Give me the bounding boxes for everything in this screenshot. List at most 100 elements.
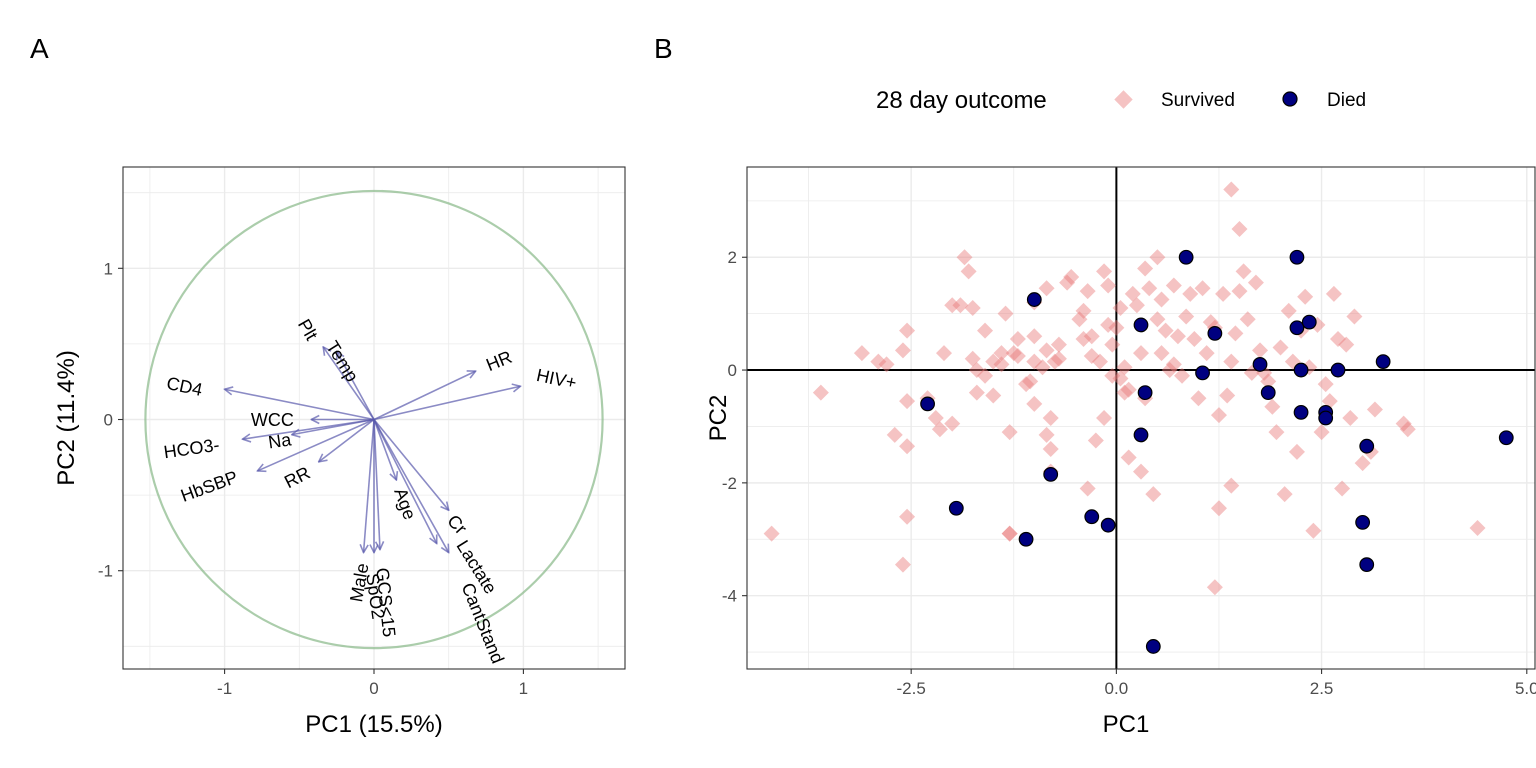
survived-point	[977, 322, 994, 339]
survived-point	[1063, 268, 1080, 285]
survived-point	[1260, 373, 1277, 390]
survived-point	[1399, 421, 1416, 438]
y-tick-label: -2	[722, 474, 737, 493]
panel-b-y-axis-title: PC2	[705, 395, 732, 442]
survived-point	[1313, 424, 1330, 441]
panel-b-background	[747, 167, 1535, 669]
survived-point	[1026, 353, 1043, 370]
died-point	[1293, 362, 1309, 378]
died-point	[1318, 410, 1334, 426]
survived-point	[1104, 367, 1121, 384]
survived-point	[960, 263, 977, 280]
survived-point	[927, 410, 944, 426]
survived-point	[1116, 359, 1133, 376]
survived-point	[1153, 345, 1170, 362]
survived-point	[1264, 398, 1281, 415]
survived-point	[899, 322, 916, 339]
survived-point	[1276, 486, 1293, 503]
legend-survived-label: Survived	[1161, 90, 1235, 111]
survived-point	[1325, 285, 1342, 302]
survived-point	[931, 421, 948, 438]
died-point	[1145, 639, 1161, 654]
survived-point	[1120, 449, 1137, 466]
survived-point	[1096, 410, 1113, 426]
died-point	[1195, 365, 1210, 381]
survived-point	[1108, 319, 1125, 336]
survived-point	[1280, 302, 1297, 319]
vector-arrow-rr	[319, 418, 375, 462]
survived-point	[1346, 308, 1363, 325]
died-point	[1178, 249, 1194, 265]
survived-point	[985, 387, 1002, 404]
survived-point	[1133, 463, 1149, 480]
survived-point	[1153, 291, 1170, 308]
legend: 28 day outcome Survived Died	[876, 87, 1366, 114]
survived-point	[1235, 263, 1252, 280]
vector-arrow-lactate	[373, 419, 449, 553]
died-point	[1498, 430, 1514, 446]
died-point	[1133, 427, 1149, 443]
survived-point	[936, 345, 952, 362]
survived-point	[894, 342, 911, 359]
survived-point	[1050, 350, 1067, 367]
survived-point	[944, 297, 961, 314]
vector-arrow-hco3-	[243, 418, 375, 440]
survived-point	[1091, 353, 1108, 370]
survived-point	[1042, 441, 1059, 458]
died-point	[1018, 531, 1034, 547]
survived-point	[894, 556, 911, 573]
x-tick-label: 0.0	[1105, 679, 1129, 698]
survived-point	[1198, 345, 1215, 362]
survived-point	[1001, 424, 1018, 441]
survived-point	[1116, 384, 1133, 401]
survived-point	[1239, 311, 1256, 328]
died-point	[1289, 320, 1305, 336]
survived-point	[1128, 297, 1145, 314]
survived-point	[1059, 274, 1076, 291]
y-tick-label: 2	[728, 248, 737, 267]
died-point	[1260, 385, 1276, 401]
survived-point	[1009, 331, 1026, 348]
survived-point	[1288, 443, 1305, 460]
survived-point	[1038, 426, 1055, 443]
survived-point	[1223, 353, 1240, 370]
survived-point	[1005, 345, 1022, 362]
survived-point	[952, 297, 969, 314]
survived-point	[1268, 424, 1285, 441]
survived-point	[1079, 480, 1096, 497]
survived-point	[1157, 322, 1174, 339]
survived-point	[1395, 415, 1412, 432]
died-point	[1100, 517, 1116, 533]
survived-point	[1210, 500, 1227, 517]
survived-point	[993, 356, 1010, 373]
survived-point	[1141, 280, 1158, 297]
vector-arrow-hiv-	[373, 386, 520, 421]
survived-point	[1050, 336, 1067, 353]
survived-point	[1305, 522, 1322, 539]
survived-point	[1161, 362, 1178, 379]
survived-point	[1330, 331, 1346, 348]
legend-survived-key	[1114, 90, 1133, 109]
survived-point	[1145, 486, 1162, 503]
died-point	[1301, 314, 1317, 330]
survived-point	[1317, 376, 1334, 393]
died-point	[948, 500, 964, 516]
vector-arrow-hbsbp	[257, 418, 375, 471]
survived-point	[878, 356, 895, 373]
vector-arrow-temp	[337, 351, 375, 420]
y-tick-label: -4	[722, 587, 737, 606]
y-tick-label: 1	[104, 259, 113, 278]
survived-point	[1334, 480, 1351, 497]
survived-point	[1026, 328, 1043, 345]
died-point	[1133, 317, 1149, 333]
died-points	[920, 249, 1514, 654]
vector-arrow-cantstand	[373, 419, 437, 544]
survived-point	[1112, 370, 1129, 387]
vector-arrow-cd4	[225, 389, 375, 421]
panel-b-tag: B	[654, 33, 673, 64]
vector-arrow-age	[373, 419, 396, 480]
survived-point	[1075, 302, 1092, 319]
died-point	[1026, 292, 1042, 307]
